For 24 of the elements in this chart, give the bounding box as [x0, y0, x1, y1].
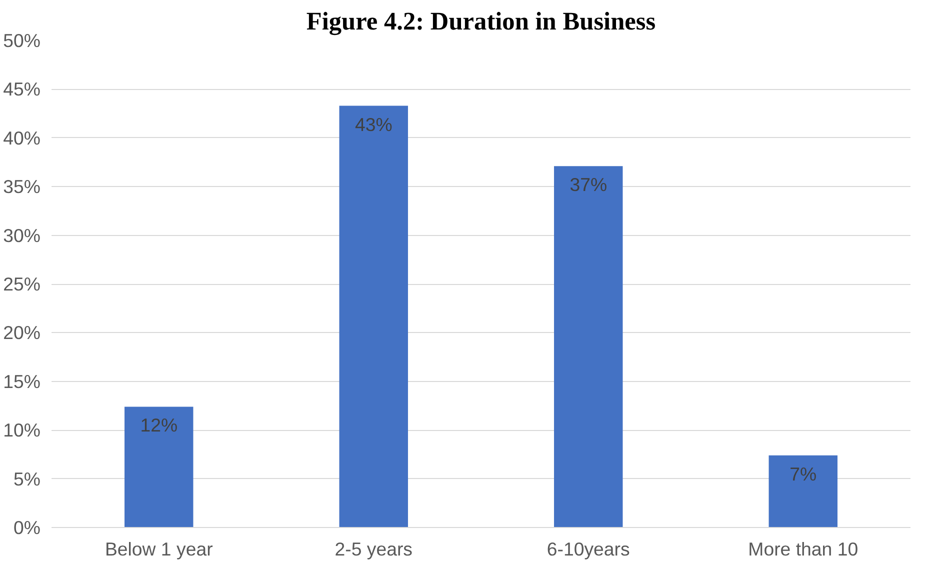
y-tick-label: 5%: [14, 468, 41, 490]
y-tick-label: 40%: [3, 127, 41, 148]
bar: [768, 455, 838, 528]
x-tick-label: 2-5 years: [334, 538, 413, 560]
y-tick-label: 10%: [3, 420, 41, 441]
y-tick-label: 20%: [3, 322, 41, 344]
y-tick-label: 25%: [3, 274, 41, 294]
y-tick-label: 30%: [3, 224, 41, 246]
y-tick-label: 35%: [3, 176, 41, 198]
bar: [554, 166, 623, 528]
data-label: 37%: [570, 174, 608, 196]
bar: [124, 406, 194, 528]
y-tick-label: 15%: [3, 370, 41, 392]
y-tick-label: 45%: [3, 78, 41, 100]
x-tick-label: 6-10years: [546, 538, 630, 560]
y-tick-label: 0%: [14, 517, 41, 538]
x-tick-label: Below 1 year: [104, 538, 213, 560]
chart-title: Figure 4.2: Duration in Business: [306, 8, 656, 36]
data-label: 12%: [140, 414, 178, 436]
data-label: 7%: [790, 463, 817, 484]
bar: [339, 106, 408, 528]
y-tick-label: 50%: [3, 30, 41, 51]
data-label: 43%: [354, 114, 392, 135]
x-tick-label: More than 10: [748, 538, 858, 560]
